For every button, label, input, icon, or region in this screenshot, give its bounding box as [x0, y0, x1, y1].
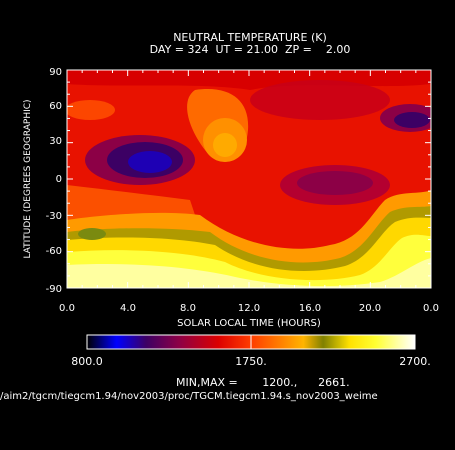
- file-path: /aim2/tgcm/tiegcm1.94/nov2003/proc/TGCM.…: [0, 391, 378, 402]
- y-tick-label: 60: [49, 101, 62, 112]
- x-tick-label: 16.0: [299, 303, 321, 314]
- y-tick-label: -30: [46, 211, 62, 222]
- chart-title: NEUTRAL TEMPERATURE (K): [173, 31, 327, 44]
- heatmap: [67, 70, 431, 288]
- x-tick-label: 20.0: [359, 303, 381, 314]
- min-max-readout: MIN,MAX = 1200., 2661.: [176, 376, 350, 389]
- colorbar-mid-label: 1750.: [235, 355, 267, 368]
- chart-subtitle: DAY = 324 UT = 21.00 ZP = 2.00: [150, 43, 351, 56]
- y-tick-label: 90: [49, 67, 62, 78]
- x-tick-label: 0.0: [423, 303, 439, 314]
- y-tick-labels: 90 60 30 0 -30 -60 -90: [46, 67, 62, 295]
- x-tick-label: 4.0: [120, 303, 136, 314]
- y-tick-label: -60: [46, 246, 62, 257]
- y-tick-label: -90: [46, 284, 62, 295]
- colorbar-max-label: 2700.: [399, 355, 431, 368]
- axis-ticks: [66, 69, 432, 289]
- x-tick-label: 12.0: [238, 303, 260, 314]
- x-tick-label: 0.0: [59, 303, 75, 314]
- y-tick-label: 30: [49, 136, 62, 147]
- y-tick-label: 0: [56, 174, 62, 185]
- y-axis-label: LATITUDE (DEGREES GEOGRAPHIC): [23, 99, 33, 258]
- colorbar-min-label: 800.0: [71, 355, 103, 368]
- x-tick-label: 8.0: [180, 303, 196, 314]
- x-tick-labels: 0.0 4.0 8.0 12.0 16.0 20.0 0.0: [59, 303, 439, 314]
- x-axis-label: SOLAR LOCAL TIME (HOURS): [177, 318, 321, 329]
